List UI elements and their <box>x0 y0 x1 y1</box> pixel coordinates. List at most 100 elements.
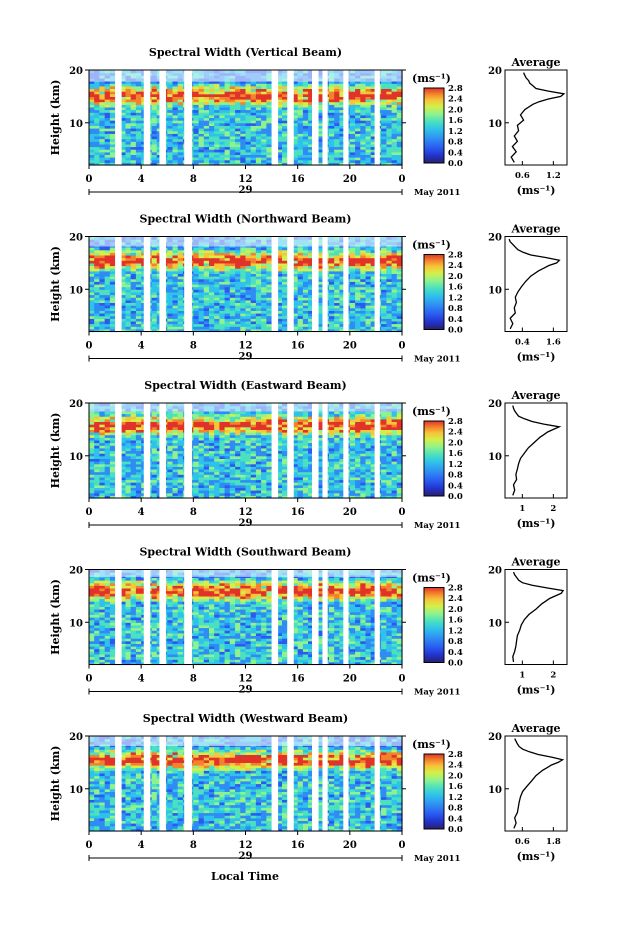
heatmap-cell <box>308 91 314 95</box>
heatmap-cell <box>396 104 403 108</box>
heatmap-cell <box>334 114 340 119</box>
heatmap-cell <box>276 120 283 124</box>
heatmap-cell <box>151 273 158 277</box>
heatmap-cell <box>198 101 205 105</box>
heatmap-cell <box>214 99 220 103</box>
heatmap-cell <box>240 91 247 95</box>
heatmap-cell <box>89 130 95 134</box>
heatmap-cell <box>89 323 95 327</box>
heatmap-cell <box>109 149 116 153</box>
heatmap-cell <box>94 326 100 330</box>
heatmap-cell <box>297 101 304 105</box>
heatmap-cell <box>99 273 106 277</box>
heatmap-cell <box>120 83 127 87</box>
sparse-region <box>89 236 402 247</box>
heatmap-cell <box>203 289 210 293</box>
heatmap-cell <box>120 125 127 129</box>
heatmap-cell <box>292 130 299 134</box>
heatmap-cell <box>125 291 132 296</box>
heatmap-cell <box>203 299 210 303</box>
heatmap-cell <box>308 128 314 132</box>
heatmap-cell <box>125 299 132 303</box>
heatmap-cell <box>130 255 137 259</box>
heatmap-cell <box>219 143 226 148</box>
heatmap-cell <box>276 99 283 103</box>
heatmap-cell <box>214 93 220 97</box>
heatmap-cell <box>177 88 184 92</box>
heatmap-cell <box>266 114 273 119</box>
heatmap-cell <box>302 104 309 108</box>
heatmap-cell <box>209 297 215 301</box>
heatmap-cell <box>89 307 95 311</box>
heatmap-cell <box>229 157 236 161</box>
heatmap-cell <box>167 112 174 116</box>
heatmap-cell <box>167 273 174 277</box>
heatmap-cell <box>261 104 267 108</box>
heatmap-cell <box>219 318 226 322</box>
heatmap-cell <box>214 125 220 129</box>
heatmap-cell <box>120 260 127 264</box>
heatmap-cell <box>167 133 174 137</box>
heatmap-cell <box>89 262 95 267</box>
heatmap-cell <box>94 128 100 132</box>
heatmap-cell <box>135 143 142 148</box>
data-gap <box>184 236 193 332</box>
heatmap-cell <box>89 91 95 95</box>
heatmap-cell <box>193 320 200 325</box>
heatmap-cell <box>235 278 241 282</box>
heatmap-cell <box>349 96 356 100</box>
heatmap-cell <box>167 88 174 92</box>
heatmap-cell <box>198 315 205 319</box>
heatmap-cell <box>209 162 215 166</box>
heatmap-cell <box>198 260 205 264</box>
heatmap-cell <box>109 162 116 166</box>
heatmap-cell <box>360 114 367 119</box>
heatmap-cell <box>261 80 267 84</box>
heatmap-cell <box>125 305 132 309</box>
heatmap-cell <box>240 114 247 119</box>
heatmap-cell <box>193 125 200 129</box>
heatmap-cell <box>302 138 309 142</box>
heatmap-cell <box>177 99 184 103</box>
heatmap-cell <box>203 143 210 148</box>
heatmap-cell <box>318 162 325 166</box>
heatmap-cell <box>172 328 179 333</box>
heatmap-cell <box>349 138 356 142</box>
heatmap-cell <box>177 257 184 261</box>
heatmap-cell <box>177 318 184 322</box>
heatmap-cell <box>172 302 179 306</box>
heatmap-cell <box>203 120 210 124</box>
heatmap-cell <box>245 154 252 158</box>
heatmap-cell <box>381 141 387 145</box>
heatmap-cell <box>334 112 340 116</box>
heatmap-cell <box>125 109 132 113</box>
heatmap-cell <box>135 326 142 330</box>
heatmap-cell <box>135 310 142 314</box>
data-gap <box>343 236 349 332</box>
heatmap-cell <box>94 125 100 129</box>
heatmap-cell <box>245 101 252 105</box>
heatmap-cell <box>224 109 231 113</box>
heatmap-cell <box>109 286 116 290</box>
heatmap-cell <box>219 83 226 87</box>
heatmap-cell <box>214 323 220 327</box>
heatmap-cell <box>151 323 158 327</box>
heatmap-cell <box>219 247 226 251</box>
heatmap-cell <box>130 291 137 296</box>
heatmap-cell <box>125 130 132 134</box>
heatmap-cell <box>235 276 241 280</box>
heatmap-cell <box>104 125 111 129</box>
heatmap-cell <box>360 130 367 134</box>
heatmap-cell <box>89 106 95 111</box>
heatmap-cell <box>224 307 231 311</box>
heatmap-cell <box>172 326 179 330</box>
heatmap-cell <box>250 162 257 166</box>
heatmap-cell <box>89 255 95 259</box>
heatmap-cell <box>125 265 132 269</box>
heatmap-cell <box>125 88 132 92</box>
heatmap-cell <box>219 117 226 121</box>
heatmap-cell <box>130 125 137 129</box>
heatmap-cell <box>193 91 200 95</box>
heatmap-cell <box>292 122 299 126</box>
heatmap-cell <box>177 289 184 293</box>
